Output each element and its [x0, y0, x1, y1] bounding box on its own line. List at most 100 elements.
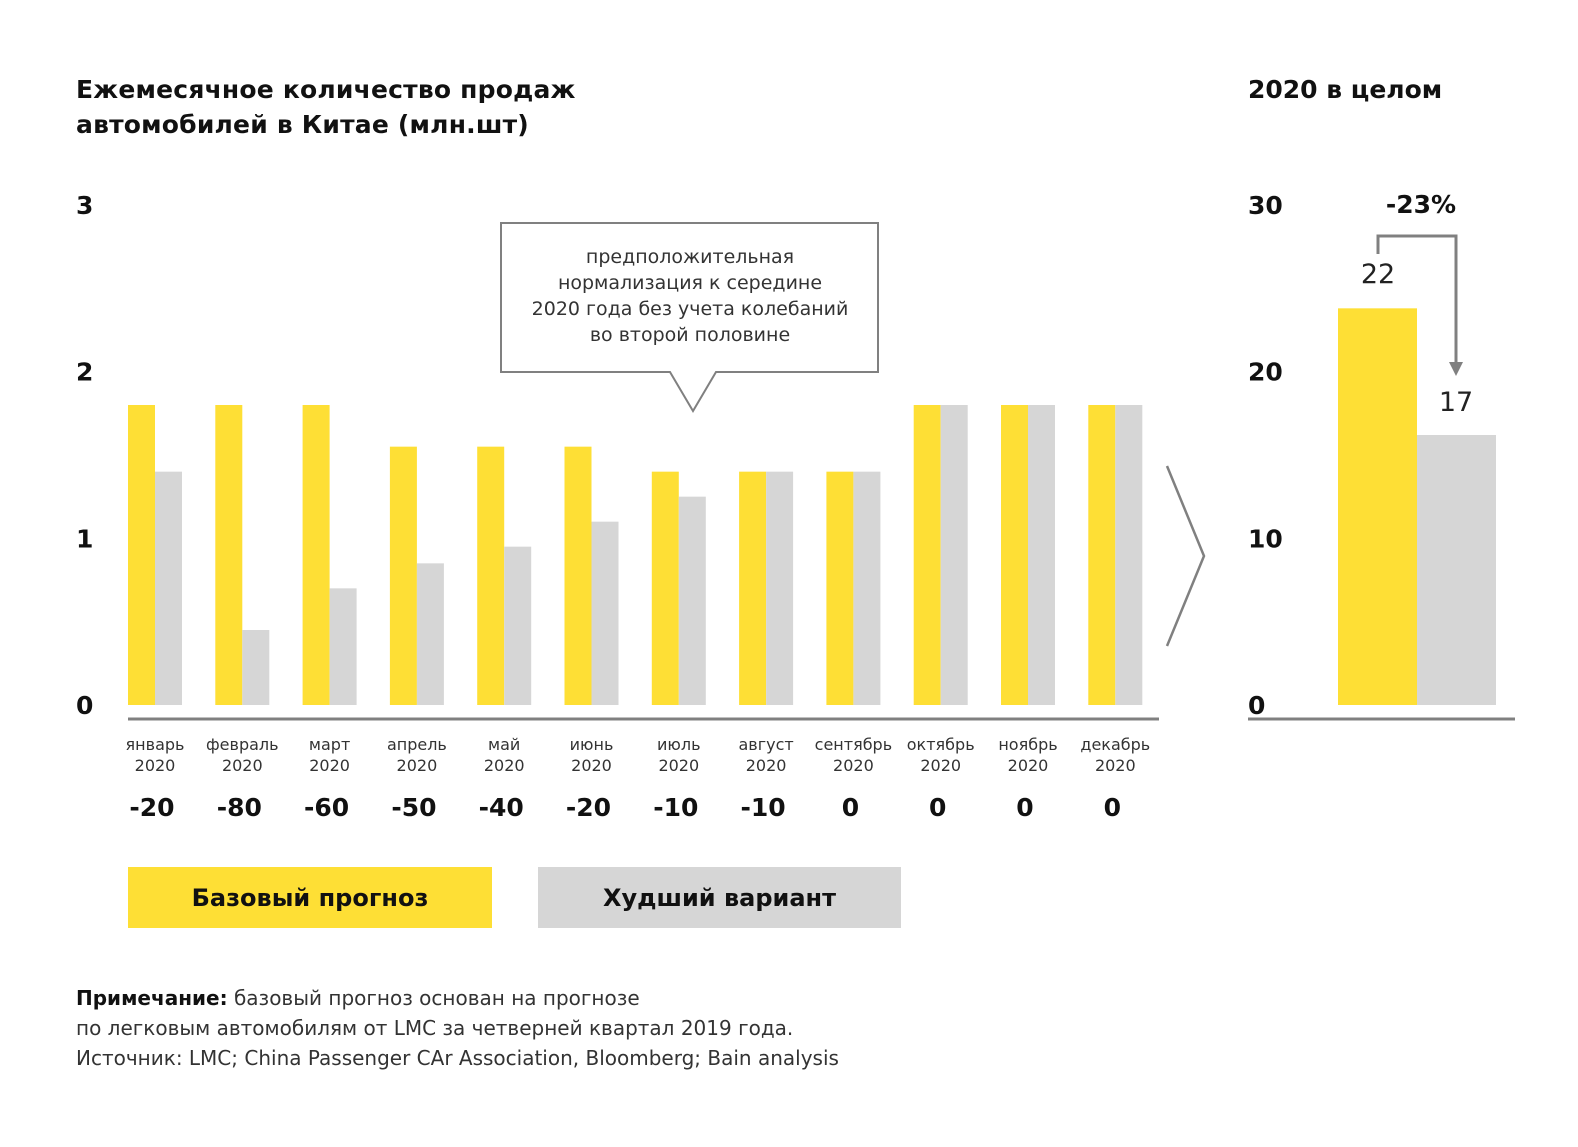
legend-worst: Худший вариант [538, 867, 901, 928]
delta-label: -80 [217, 793, 262, 822]
delta-label: -50 [391, 793, 436, 822]
x-tick-month: май [488, 735, 520, 754]
y-tick-label: 30 [1248, 191, 1283, 220]
bar-worst [940, 405, 968, 705]
x-tick-month: август [738, 735, 793, 754]
y-tick-label: 0 [76, 691, 93, 720]
bar-worst [416, 563, 444, 705]
footnote: Примечание: базовый прогноз основан на п… [76, 983, 839, 1073]
x-tick-year: 2020 [1095, 756, 1136, 775]
y-tick-label: 10 [1248, 524, 1283, 553]
bar-base [913, 405, 941, 705]
monthly-x-labels: январь 2020 февраль 2020 март 2020 апрель 2020 м… [126, 735, 1151, 775]
x-tick-year: 2020 [309, 756, 350, 775]
bar-base [477, 446, 505, 705]
total-base-value-label: 22 [1361, 259, 1395, 290]
callout-line-1: предположительная [586, 246, 794, 268]
bar-worst [591, 521, 619, 705]
change-percent-label: -23% [1386, 190, 1456, 219]
delta-label: -40 [479, 793, 524, 822]
change-connector [1376, 234, 1458, 363]
bar-worst [329, 588, 357, 705]
delta-label: 0 [929, 793, 946, 822]
x-tick-year: 2020 [920, 756, 961, 775]
x-tick-year: 2020 [746, 756, 787, 775]
delta-label: -10 [741, 793, 786, 822]
x-tick-month: июль [657, 735, 701, 754]
total-bar-base [1338, 308, 1417, 705]
x-tick-month: март [309, 735, 350, 754]
delta-label: 0 [1104, 793, 1121, 822]
callout-line-2: нормализация к середине [558, 272, 822, 294]
x-tick-month: декабрь [1080, 735, 1150, 754]
x-tick-month: январь [126, 735, 185, 754]
bar-base [564, 446, 592, 705]
monthly-y-axis: 0 1 2 3 [76, 191, 93, 720]
x-tick-month: апрель [387, 735, 447, 754]
bar-worst [1115, 405, 1143, 705]
y-tick-label: 3 [76, 191, 93, 220]
bar-base [1088, 405, 1116, 705]
chevron-right-icon [1165, 465, 1206, 647]
monthly-chart-title-line-2: автомобилей в Китае (млн.шт) [76, 110, 529, 139]
monthly-bars [128, 405, 1143, 705]
bar-worst [1028, 405, 1055, 705]
bar-base [826, 471, 854, 705]
bar-base [651, 471, 679, 705]
callout-line-3: 2020 года без учета колебаний [532, 298, 849, 320]
monthly-chart-title-line-1: Ежемесячное количество продаж [76, 75, 576, 104]
delta-label: 0 [842, 793, 859, 822]
callout-box [500, 222, 879, 413]
delta-label: -10 [653, 793, 698, 822]
footnote-prefix: Примечание: [76, 986, 228, 1010]
bar-base [1001, 405, 1028, 705]
x-tick-year: 2020 [397, 756, 438, 775]
x-tick-month: октябрь [907, 735, 975, 754]
total-chart-title: 2020 в целом [1248, 75, 1443, 104]
legend-worst-label: Худший вариант [602, 883, 837, 912]
footnote-line-1: Примечание: базовый прогноз основан на п… [76, 983, 839, 1013]
total-bar-worst [1417, 435, 1496, 705]
delta-label: -20 [129, 793, 174, 822]
footnote-line-2: по легковым автомобилям от LMC за четвер… [76, 1016, 794, 1040]
bar-base [389, 446, 417, 705]
bar-worst [766, 471, 794, 705]
x-tick-year: 2020 [833, 756, 874, 775]
x-tick-year: 2020 [1008, 756, 1049, 775]
monthly-chart-title: Ежемесячное количество продаж автомобиле… [76, 72, 576, 142]
x-tick-year: 2020 [222, 756, 263, 775]
bar-worst [853, 471, 881, 705]
footnote-line-1-text: базовый прогноз основан на прогнозе [227, 986, 640, 1010]
x-tick-year: 2020 [135, 756, 176, 775]
x-tick-month: сентябрь [815, 735, 893, 754]
x-tick-year: 2020 [658, 756, 699, 775]
delta-row: -20 -80 -60 -50 -40 -20 -10 -10 0 0 0 0 [129, 793, 1121, 822]
bar-worst [242, 630, 270, 705]
x-tick-year: 2020 [571, 756, 612, 775]
x-tick-month: февраль [206, 735, 279, 754]
delta-label: 0 [1016, 793, 1033, 822]
x-tick-year: 2020 [484, 756, 525, 775]
total-worst-value-label: 17 [1439, 387, 1473, 418]
bar-base [128, 405, 155, 705]
callout: предположительная нормализация к середин… [500, 222, 879, 413]
callout-line-4: во второй половине [590, 324, 790, 346]
legend-base-label: Базовый прогноз [191, 883, 429, 912]
delta-label: -20 [566, 793, 611, 822]
y-tick-label: 20 [1248, 358, 1283, 387]
bar-worst [678, 496, 706, 705]
bar-base [739, 471, 767, 705]
footnote-line-3: Источник: LMC; China Passenger CAr Assoc… [76, 1046, 839, 1070]
bar-worst [504, 546, 532, 705]
legend-base: Базовый прогноз [128, 867, 492, 928]
total-bars [1338, 308, 1496, 705]
bar-base [215, 405, 243, 705]
bar-worst [155, 471, 182, 705]
x-tick-month: июнь [570, 735, 614, 754]
x-tick-month: ноябрь [998, 735, 1057, 754]
delta-label: -60 [304, 793, 349, 822]
arrow-down-icon [1449, 362, 1463, 376]
y-tick-label: 0 [1248, 691, 1265, 720]
y-tick-label: 1 [76, 524, 93, 553]
